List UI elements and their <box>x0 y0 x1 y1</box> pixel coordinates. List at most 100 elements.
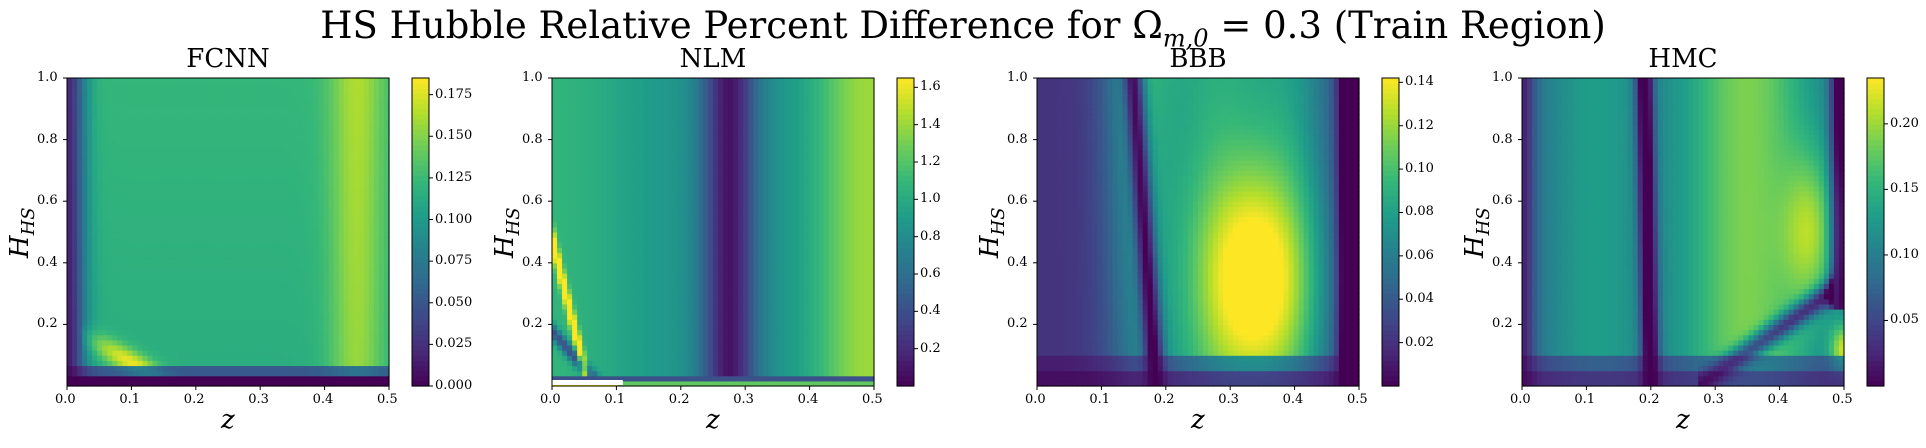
masked-region <box>552 380 623 385</box>
y-tick-label: 0.6 <box>1007 193 1028 209</box>
colorbar-tick-label: 0.14 <box>1405 74 1434 90</box>
panel-title-nlm: NLM <box>679 44 747 74</box>
panel-title-bbb: BBB <box>1169 44 1227 74</box>
colorbar-tick-label: 0.08 <box>1405 204 1434 220</box>
colorbar-tick-label: 0.04 <box>1405 291 1434 307</box>
colorbar-tick-label: 0.05 <box>1890 312 1919 328</box>
colorbar <box>896 77 915 387</box>
x-tick-label: 0.1 <box>1574 392 1596 407</box>
x-tick-label: 0.1 <box>1089 392 1111 407</box>
plot-frame <box>1521 77 1845 387</box>
colorbar-tick-label: 1.0 <box>920 191 941 207</box>
colorbar-tick-label: 0.2 <box>920 340 941 356</box>
y-tick-label: 0.6 <box>522 193 543 209</box>
y-tick-label: 0.6 <box>37 193 58 209</box>
x-tick-label: 0.1 <box>119 392 141 407</box>
colorbar-tick-label: 0.075 <box>435 253 473 269</box>
y-axis-label: HHS <box>4 207 40 259</box>
colorbar-tick-label: 0.025 <box>435 336 473 352</box>
x-tick-label: 0.2 <box>668 392 690 407</box>
x-tick-label: 0.3 <box>248 392 269 407</box>
colorbar-tick-label: 0.4 <box>920 303 941 319</box>
heatmap-cells-bbb <box>1037 78 1360 387</box>
x-tick-label: 0.0 <box>540 392 561 407</box>
x-tick-label: 0.2 <box>1153 392 1175 407</box>
colorbar-tick-label: 0.050 <box>435 294 473 310</box>
y-tick-label: 1.0 <box>1492 70 1513 85</box>
colorbar-tick-label: 0.10 <box>1890 246 1919 262</box>
colorbar-tick-label: 0.10 <box>1405 161 1434 177</box>
colorbar <box>411 77 430 387</box>
colorbar-tick-label: 1.4 <box>920 116 941 132</box>
plot-frame <box>66 77 390 387</box>
y-tick-label: 0.2 <box>37 316 58 332</box>
x-tick-label: 0.4 <box>797 392 819 407</box>
y-tick-label: 0.2 <box>522 316 543 332</box>
x-tick-label: 0.3 <box>733 392 754 407</box>
x-tick-label: 0.5 <box>1347 392 1368 407</box>
figure-title: HS Hubble Relative Percent Difference fo… <box>320 4 1606 53</box>
y-tick-label: 0.4 <box>37 254 58 270</box>
y-tick-label: 0.2 <box>1007 316 1028 332</box>
y-axis-label: HHS <box>974 207 1010 259</box>
x-tick-label: 0.0 <box>1510 392 1531 407</box>
y-tick-label: 0.4 <box>522 254 543 270</box>
y-tick-label: 0.4 <box>1007 254 1028 270</box>
colorbar-tick-label: 0.100 <box>435 211 473 227</box>
x-tick-label: 0.5 <box>1832 392 1853 407</box>
x-axis-label: z <box>221 405 235 435</box>
x-tick-label: 0.0 <box>55 392 76 407</box>
y-tick-label: 1.0 <box>522 70 543 85</box>
colorbar-tick-label: 0.125 <box>435 169 473 185</box>
colorbar-tick-label: 0.02 <box>1405 334 1434 350</box>
y-tick-label: 0.8 <box>522 131 543 147</box>
x-tick-label: 0.2 <box>1638 392 1660 407</box>
x-tick-label: 0.0 <box>1025 392 1046 407</box>
heatmap-cell <box>67 380 73 387</box>
x-tick-label: 0.2 <box>183 392 205 407</box>
panel-title-hmc: HMC <box>1648 44 1718 74</box>
y-tick-label: 0.2 <box>1492 316 1513 332</box>
heatmap-cell <box>1037 380 1043 387</box>
y-tick-label: 0.8 <box>1007 131 1028 147</box>
x-axis-label: z <box>1676 405 1690 435</box>
heatmap-cells-fcnn <box>67 78 390 387</box>
colorbar <box>1866 77 1885 387</box>
y-tick-label: 1.0 <box>1007 70 1028 85</box>
colorbar-tick-label: 1.6 <box>920 79 941 95</box>
x-tick-label: 0.3 <box>1218 392 1239 407</box>
plot-frame <box>1036 77 1360 387</box>
x-axis-label: z <box>706 405 720 435</box>
y-tick-label: 0.4 <box>1492 254 1513 270</box>
colorbar-tick-label: 0.175 <box>435 86 473 102</box>
y-tick-label: 0.6 <box>1492 193 1513 209</box>
y-tick-label: 1.0 <box>37 70 58 85</box>
x-axis-label: z <box>1191 405 1205 435</box>
colorbar-tick-label: 0.150 <box>435 128 473 144</box>
heatmap-cells-nlm <box>552 78 875 387</box>
y-tick-label: 0.8 <box>37 131 58 147</box>
colorbar-tick-label: 0.06 <box>1405 247 1434 263</box>
colorbar-tick-label: 0.6 <box>920 266 941 281</box>
colorbar-tick-label: 0.8 <box>920 228 941 244</box>
panel-title-fcnn: FCNN <box>186 44 270 74</box>
x-tick-label: 0.1 <box>604 392 626 407</box>
colorbar-tick-label: 0.12 <box>1405 117 1434 133</box>
colorbar-tick-label: 1.2 <box>920 154 941 169</box>
colorbar <box>1381 77 1400 387</box>
y-axis-label: HHS <box>1459 207 1495 259</box>
x-tick-label: 0.5 <box>862 392 883 407</box>
x-tick-label: 0.3 <box>1703 392 1724 407</box>
y-tick-label: 0.8 <box>1492 131 1513 147</box>
x-tick-label: 0.4 <box>1767 392 1789 407</box>
colorbar-tick-label: 0.000 <box>435 378 473 393</box>
x-tick-label: 0.4 <box>1282 392 1304 407</box>
x-tick-label: 0.5 <box>377 392 398 407</box>
x-tick-label: 0.4 <box>312 392 334 407</box>
heatmap-cells-hmc <box>1522 78 1845 387</box>
plot-frame <box>551 77 875 387</box>
heatmap-cell <box>1522 380 1528 387</box>
colorbar-tick-label: 0.20 <box>1890 115 1919 131</box>
y-axis-label: HHS <box>489 207 525 259</box>
